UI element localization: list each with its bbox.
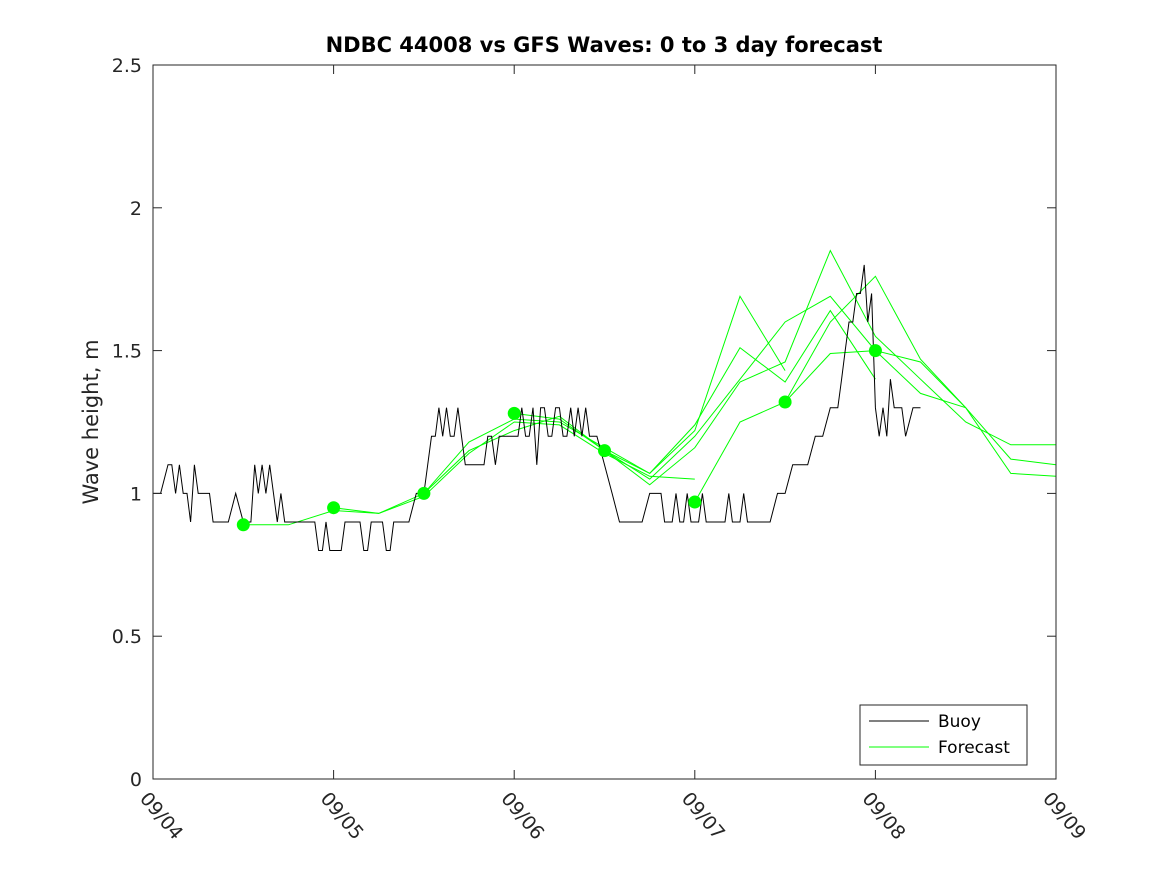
forecast-line-7 bbox=[784, 350, 1057, 477]
legend-forecast-label: Forecast bbox=[938, 738, 1010, 758]
chart-title: NDBC 44008 vs GFS Waves: 0 to 3 day fore… bbox=[326, 33, 883, 57]
plot-area bbox=[153, 65, 1056, 779]
forecast-line-1 bbox=[243, 421, 695, 526]
y-tick-label: 1.5 bbox=[112, 341, 142, 363]
y-tick-label: 1 bbox=[130, 483, 142, 505]
y-tick-label: 0 bbox=[130, 769, 142, 791]
x-tick-label: 09/08 bbox=[858, 788, 910, 844]
analysis-point-5 bbox=[598, 444, 611, 458]
analysis-point-7 bbox=[778, 395, 792, 409]
x-tick-label: 09/06 bbox=[496, 788, 548, 844]
y-tick-label: 2 bbox=[130, 198, 142, 220]
forecast-line-4 bbox=[514, 295, 966, 480]
analysis-point-1 bbox=[236, 518, 250, 532]
x-tick-label: 09/07 bbox=[677, 788, 729, 844]
legend: Buoy Forecast bbox=[859, 704, 1028, 766]
analysis-point-3 bbox=[417, 486, 431, 500]
plot-frame bbox=[152, 64, 1057, 780]
legend-buoy-label: Buoy bbox=[938, 712, 981, 732]
buoy-line bbox=[153, 264, 921, 551]
analysis-point-4 bbox=[507, 406, 521, 420]
y-tick-label: 2.5 bbox=[112, 55, 142, 77]
analysis-points-layer bbox=[236, 344, 882, 532]
analysis-point-6 bbox=[688, 495, 702, 509]
analysis-point-8 bbox=[868, 344, 882, 358]
series-layer bbox=[153, 249, 1057, 551]
analysis-point-2 bbox=[327, 501, 341, 515]
x-tick-label: 09/05 bbox=[316, 788, 368, 844]
legend-box bbox=[859, 704, 1028, 766]
y-tick-label: 0.5 bbox=[112, 626, 142, 648]
y-axis-label: Wave height, m bbox=[79, 339, 103, 504]
forecast-line-6 bbox=[694, 275, 1057, 503]
forecast-line-2 bbox=[333, 295, 786, 514]
x-tick-label: 09/04 bbox=[135, 788, 187, 844]
x-tick-label: 09/09 bbox=[1038, 788, 1090, 844]
